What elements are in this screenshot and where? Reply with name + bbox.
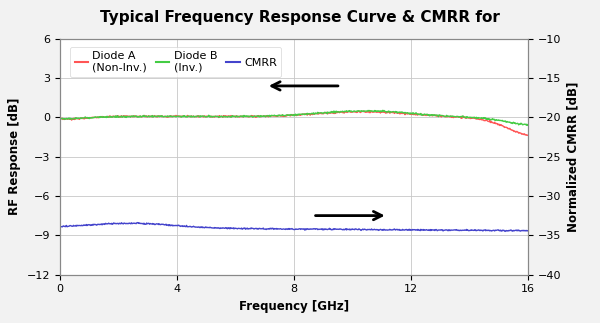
X-axis label: Frequency [GHz]: Frequency [GHz] [239,300,349,313]
Legend: Diode A
(Non-Inv.), Diode B
(Inv.), CMRR: Diode A (Non-Inv.), Diode B (Inv.), CMRR [70,47,281,77]
Y-axis label: RF Response [dB]: RF Response [dB] [8,98,21,215]
Text: Typical Frequency Response Curve & CMRR for: Typical Frequency Response Curve & CMRR … [100,10,500,25]
Y-axis label: Normalized CMRR [dB]: Normalized CMRR [dB] [567,81,580,232]
